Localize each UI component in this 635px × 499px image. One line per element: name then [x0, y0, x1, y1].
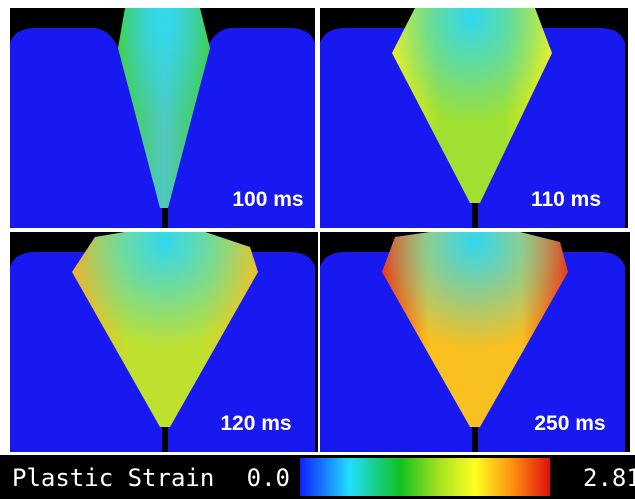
time-label: 110 ms — [531, 188, 601, 211]
time-label: 120 ms — [220, 412, 291, 435]
colorbar-gradient — [300, 458, 550, 496]
colorbar-max: 2.81 — [583, 464, 635, 492]
colorbar-title: Plastic Strain — [12, 464, 214, 492]
colorbar: Plastic Strain 0.0 2.81 — [0, 455, 635, 499]
panel: 250 ms — [320, 232, 630, 452]
time-label: 100 ms — [232, 188, 303, 211]
panel: 110 ms — [320, 8, 628, 228]
colorbar-min: 0.0 — [247, 464, 290, 492]
time-label: 250 ms — [534, 412, 605, 435]
figure: 100 ms 110 ms 120 ms 250 ms Plastic Stra… — [0, 0, 635, 499]
panel: 100 ms — [10, 8, 315, 228]
panel: 120 ms — [10, 232, 318, 452]
